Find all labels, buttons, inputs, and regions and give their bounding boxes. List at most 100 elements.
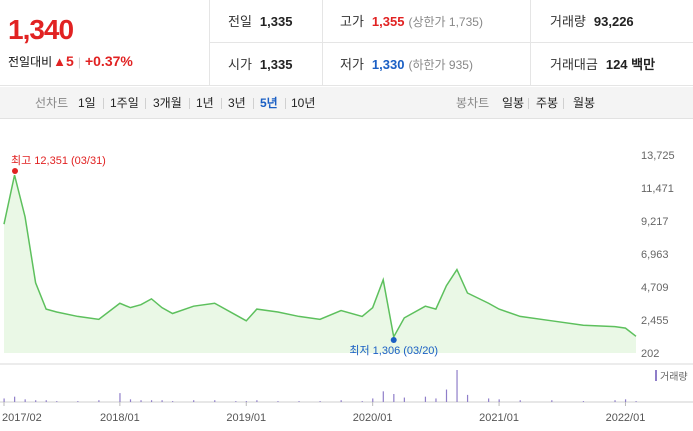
stat-low: 저가 1,330 (하한가 935) [340, 57, 473, 72]
stats-row-2: 시가 1,335 저가 1,330 (하한가 935) 거래대금 124 백만 [210, 43, 693, 86]
volume-bar [245, 401, 247, 402]
volume-bar [456, 370, 458, 402]
volume-bar [172, 401, 174, 402]
volume-legend-label: 거래량 [660, 371, 688, 383]
change-value: 5 [66, 53, 74, 69]
stat-volume: 거래량 93,226 [550, 14, 634, 29]
volume-bar [98, 400, 100, 402]
x-tick-label: 2020/01 [353, 412, 393, 424]
candle-chart-label: 봉차트 [456, 96, 490, 110]
stats-grid: 전일 1,335 고가 1,355 (상한가 1,735) 거래량 93,226 시가 1… [210, 0, 693, 86]
price-line [3, 174, 637, 340]
current-price-box: 1,340 전일대비▲5 | +0.37% [0, 0, 210, 86]
line-chart-label: 선차트 [35, 96, 69, 110]
volume-bar [298, 401, 300, 402]
volume-bar [445, 389, 448, 402]
x-tick-label: 2019/01 [226, 412, 266, 424]
volume-bar [45, 400, 47, 402]
volume-bar [635, 401, 637, 402]
volume-bar [277, 401, 279, 402]
divider [322, 0, 323, 86]
divider [528, 98, 529, 109]
volume-bar [435, 398, 437, 402]
chart-period-tabs: 선차트 1일 1주일 3개월 1년 3년 5년 10년 봉차트 일봉 주봉 월봉 [0, 87, 693, 119]
volume-bar [14, 396, 16, 402]
tab-1year[interactable]: 1년 [196, 96, 214, 110]
volume-bar [488, 398, 490, 402]
tab-monthly[interactable]: 월봉 [573, 96, 596, 110]
y-tick-label: 2,455 [641, 315, 669, 327]
volume-bar [340, 400, 342, 402]
volume-bar [403, 397, 405, 402]
volume-bar [140, 400, 142, 402]
max-price-label: 최고 12,351 (03/31) [11, 154, 106, 167]
volume-bar [424, 396, 427, 402]
volume-bar [519, 400, 521, 402]
tab-1day[interactable]: 1일 [78, 96, 96, 110]
volume-bar [498, 399, 500, 402]
volume-bar [235, 401, 237, 402]
current-price: 1,340 [8, 14, 74, 45]
volume-bar [551, 400, 553, 402]
volume-bar [129, 399, 132, 402]
volume-bar [624, 399, 627, 402]
volume-bar [3, 398, 5, 402]
stat-open: 시가 1,335 [228, 57, 293, 72]
y-tick-label: 13,725 [641, 150, 675, 162]
volume-bar [582, 401, 585, 402]
divider [221, 98, 222, 109]
y-tick-label: 202 [641, 348, 659, 360]
y-tick-label: 4,709 [641, 282, 669, 294]
divider: | [77, 55, 81, 69]
stat-high: 고가 1,355 (상한가 1,735) [340, 14, 483, 29]
volume-bar [361, 401, 363, 402]
volume-bar [24, 399, 26, 402]
change-label: 전일대비 [8, 55, 53, 69]
x-tick-label: 2017/02 [2, 412, 42, 424]
volume-bar [150, 400, 153, 402]
up-triangle-icon: ▲ [53, 54, 67, 69]
tab-5years[interactable]: 5년 [260, 96, 278, 110]
volume-bar [614, 400, 616, 402]
volume-bar [319, 401, 321, 402]
tab-daily[interactable]: 일봉 [502, 96, 525, 110]
volume-bar [382, 391, 384, 402]
y-tick-label: 9,217 [641, 216, 669, 228]
volume-bar [393, 394, 395, 402]
divider [189, 98, 190, 109]
tab-3years[interactable]: 3년 [228, 96, 246, 110]
volume-legend-marker [655, 370, 657, 381]
volume-bar [256, 400, 258, 402]
x-tick-label: 2018/01 [100, 412, 140, 424]
y-tick-label: 6,963 [641, 249, 669, 261]
stat-prev-close: 전일 1,335 [228, 14, 293, 29]
divider [563, 98, 564, 109]
max-price-marker [12, 168, 18, 174]
divider [145, 98, 146, 109]
divider [103, 98, 104, 109]
volume-bar [466, 394, 469, 402]
volume-bar [35, 400, 37, 402]
stat-trading-amount: 거래대금 124 백만 [550, 57, 656, 72]
price-area [4, 175, 636, 353]
x-tick-label: 2021/01 [479, 412, 519, 424]
quote-summary: 1,340 전일대비▲5 | +0.37% 전일 1,335 고가 1,355 (상한가 … [0, 0, 693, 86]
min-price-label: 최저 1,306 (03/20) [349, 344, 438, 357]
divider [285, 98, 286, 109]
price-change: 전일대비▲5 | +0.37% [8, 53, 133, 70]
volume-bar [77, 401, 79, 402]
volume-bar [214, 400, 216, 402]
tab-weekly[interactable]: 주봉 [536, 96, 559, 110]
tab-3months[interactable]: 3개월 [153, 96, 182, 110]
volume-bar [56, 401, 58, 402]
divider [530, 0, 531, 86]
x-tick-label: 2022/01 [606, 412, 646, 424]
tab-1week[interactable]: 1주일 [110, 96, 139, 110]
volume-bar [372, 398, 374, 402]
divider [253, 98, 254, 109]
stats-row-1: 전일 1,335 고가 1,355 (상한가 1,735) 거래량 93,226 [210, 0, 693, 43]
tab-10years[interactable]: 10년 [291, 96, 316, 110]
y-tick-label: 11,471 [641, 183, 674, 195]
price-chart: 13,725 11,471 9,217 6,963 4,709 2,455 202 2017/… [0, 150, 693, 424]
change-percent: +0.37% [84, 53, 133, 69]
